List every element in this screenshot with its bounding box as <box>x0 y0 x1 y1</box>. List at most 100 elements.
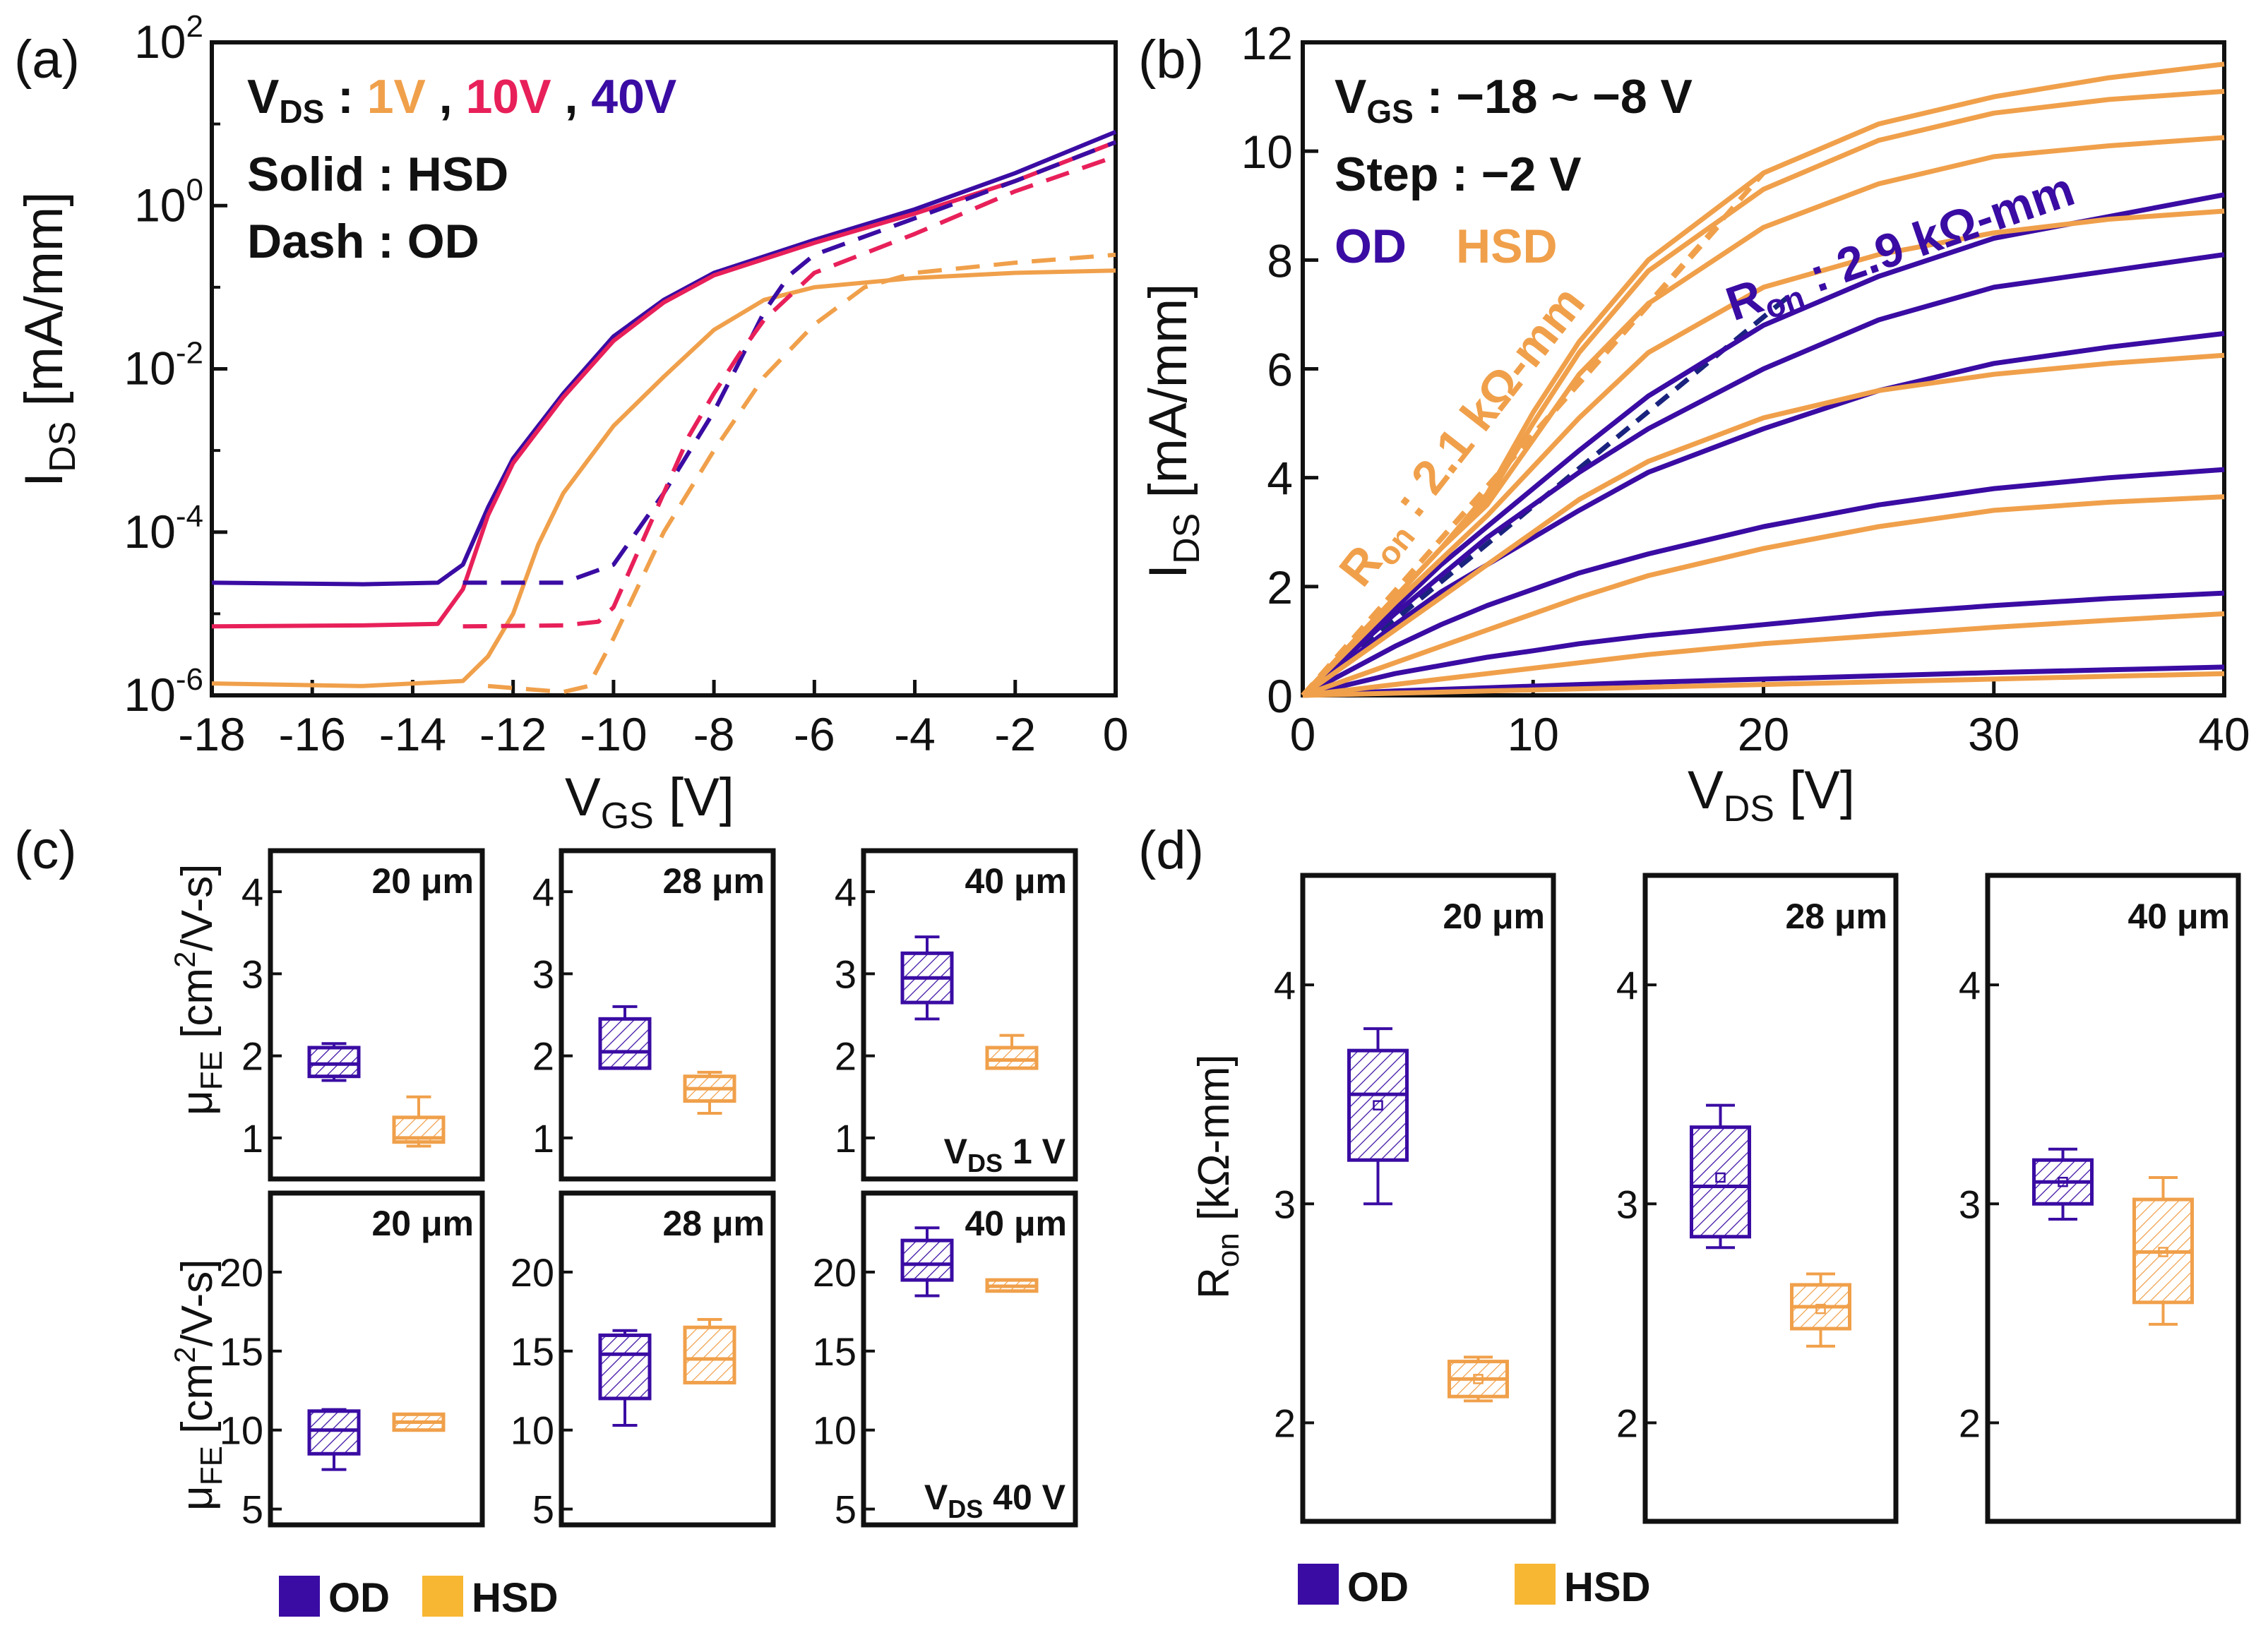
panel-d-subplot-title: 20 μm <box>1443 897 1545 936</box>
panel-a-x-tick-label: -8 <box>693 708 735 760</box>
panel-a-series-line <box>462 154 1116 629</box>
panel-a-x-tick-label: -16 <box>279 708 346 760</box>
panel-c-subplot-box-hsd <box>683 1325 736 1385</box>
panel-d-legend-hsd: HSD <box>1564 1564 1650 1610</box>
panel-c-subplot-y-tick-label: 4 <box>532 870 554 914</box>
panel-b-ylabel: IDS [mA/mm] <box>1138 284 1207 579</box>
panel-b-od-key: OD <box>1335 220 1407 273</box>
panel-a: (a) -18 -16 -14 -12 -10 -8 -6 -4 -2 0 10-610-410-… <box>14 9 1128 837</box>
panel-d-subplot-mean-marker <box>1815 1303 1826 1314</box>
panel-d-legend-od: OD <box>1347 1564 1409 1610</box>
panel-a-ylabel: IDS [mA/mm] <box>14 192 83 487</box>
panel-c-ylabel-top: μFE [cm2/V-s] <box>168 864 229 1115</box>
panel-b-series-line <box>1302 590 2225 698</box>
panel-b-series-line <box>1301 208 2225 697</box>
panel-c-subplot-y-tick-label: 15 <box>813 1329 857 1374</box>
panel-a-frame <box>210 40 1118 697</box>
panel-b-hsd-key: HSD <box>1456 220 1558 273</box>
panel-c-subplot-y-tick-label: 4 <box>241 870 263 914</box>
panel-a-annotation: VDS : 1V , 10V , 40V Solid : HSD Dash : … <box>247 70 676 268</box>
panel-a-y-tick-label: 102 <box>134 9 203 68</box>
panel-d-subplot-y-tick-label: 3 <box>1616 1182 1638 1226</box>
panel-d-subplot-mean-marker <box>1373 1100 1383 1110</box>
panel-b-series-line <box>1302 611 2225 698</box>
panel-c-subplot-y-tick-label: 20 <box>511 1250 554 1295</box>
panel-a-series-line <box>211 140 1117 629</box>
panel-c-subplot-y-tick-label: 3 <box>241 952 263 996</box>
panel-c-subplot-top-3: 1 2 3 4 40 μm VDS 1 V <box>835 848 1078 1182</box>
panel-c-subplot-bot-2: 5 10 15 20 28 μm <box>511 1190 776 1532</box>
panel-b-vgs-note: VGS : −18 ~ −8 V <box>1335 70 1693 130</box>
panel-c-ylabel-bottom: μFE [cm2/V-s] <box>168 1259 229 1511</box>
panel-b-x-tick-label: 40 <box>2198 708 2250 760</box>
panel-b-y-tick-label: 12 <box>1241 17 1293 69</box>
panel-d-subplot-frame <box>1985 873 2241 1524</box>
panel-d-legend-od-swatch <box>1298 1564 1339 1605</box>
panel-c-subplot-y-tick-label: 5 <box>241 1487 263 1532</box>
panel-d-subplot-y-tick-label: 2 <box>1959 1401 1981 1445</box>
panel-b-series-line <box>1301 252 2225 697</box>
panel-b-y-tick-label: 6 <box>1267 344 1293 396</box>
panel-d-subplot-title: 40 μm <box>2127 897 2230 936</box>
panel-c-subplot-vds-note: VDS 1 V <box>944 1132 1066 1178</box>
panel-b-y-tick-label: 10 <box>1241 126 1293 178</box>
panel-d-subplot-mean-marker <box>2058 1176 2068 1187</box>
panel-d-legend-hsd-swatch <box>1515 1564 1556 1605</box>
panel-a-x-tick-label: -18 <box>178 708 245 760</box>
panel-c-subplot-top-2: 1 2 3 4 28 μm <box>532 848 776 1182</box>
panel-c-subplot-title: 40 μm <box>965 1204 1067 1243</box>
panel-c-subplot-y-tick-label: 2 <box>241 1034 263 1079</box>
panel-c-subplot-frame <box>861 1190 1078 1528</box>
panel-a-x-tick-label: -10 <box>580 708 647 760</box>
panel-c-subplots: 1 2 3 4 20 μm 1 2 3 4 28 μm 1 2 3 4 40 μm VDS 1 V 5 10 15 2… <box>220 848 1078 1532</box>
panel-d-subplot-frame <box>1300 873 1556 1524</box>
panel-b-x-tick-label: 10 <box>1508 708 1559 760</box>
panel-d-subplots: 2 3 4 20 μm 2 3 4 28 μm 2 3 4 40 μm <box>1274 873 2241 1524</box>
panel-c-subplot-box-od <box>307 1409 361 1456</box>
panel-a-y-tick-label: 10-2 <box>124 336 203 395</box>
panel-c-subplot-y-tick-label: 20 <box>813 1250 857 1295</box>
panel-c-subplot-frame <box>559 1190 776 1528</box>
panel-b-x-tick-label: 20 <box>1738 708 1789 760</box>
panel-b-series-line <box>1301 352 2225 697</box>
panel-c-subplot-y-tick-label: 5 <box>532 1487 554 1532</box>
panel-d-ylabel: Ron [kΩ-mm] <box>1190 1054 1246 1299</box>
panel-a-x-tick-label: 0 <box>1103 708 1129 760</box>
panel-d-subplot-y-tick-label: 4 <box>1274 963 1296 1007</box>
panel-a-dash-note: Dash : OD <box>247 215 479 268</box>
panel-c-subplot-bot-1: 5 10 15 20 20 μm <box>220 1190 485 1532</box>
panel-d-subplot-3: 2 3 4 40 μm <box>1959 873 2241 1524</box>
panel-d-subplot-y-tick-label: 3 <box>1274 1182 1296 1226</box>
panel-a-vds-line: VDS : 1V , 10V , 40V <box>247 70 676 130</box>
panel-c-subplot-title: 40 μm <box>965 861 1067 901</box>
panel-b-series-line <box>1302 671 2225 698</box>
panel-a-series-line <box>462 140 1117 585</box>
panel-a-label: (a) <box>14 30 80 90</box>
panel-b: (b) 0 10 20 30 40 0 2 4 6 8 10 12 VDS [V] IDS [mA/… <box>1138 17 2250 830</box>
panel-d-subplot-y-tick-label: 4 <box>1616 963 1638 1007</box>
panel-c-subplot-frame <box>268 1190 485 1528</box>
panel-a-x-tick-label: -2 <box>994 708 1036 760</box>
panel-b-y-tick-label: 0 <box>1267 670 1293 722</box>
panel-a-x-tick-label: -4 <box>894 708 936 760</box>
panel-c-subplot-box-hsd <box>985 1046 1039 1070</box>
panel-a-x-tick-label: -12 <box>479 708 547 760</box>
panel-c-subplot-frame <box>861 848 1078 1182</box>
panel-c-subplot-y-tick-label: 10 <box>511 1408 554 1453</box>
panel-c-subplot-title: 20 μm <box>371 861 474 901</box>
panel-a-solid-note: Solid : HSD <box>247 148 508 201</box>
panel-d-subplot-y-tick-label: 3 <box>1959 1182 1981 1226</box>
panel-c-subplot-y-tick-label: 2 <box>835 1034 857 1079</box>
panel-d-subplot-mean-marker <box>1715 1172 1726 1183</box>
panel-b-y-tick-label: 2 <box>1267 561 1293 613</box>
panel-d-subplot-y-tick-label: 4 <box>1959 963 1981 1007</box>
panel-b-x-tick-label: 30 <box>1968 708 2019 760</box>
panel-a-series-line <box>211 130 1117 587</box>
panel-d-subplot-box-od <box>1347 1048 1409 1162</box>
panel-c-subplot-box-od <box>307 1046 361 1079</box>
panel-c-subplot-y-tick-label: 10 <box>813 1408 857 1453</box>
panel-c-subplot-y-tick-label: 5 <box>835 1487 857 1532</box>
panel-c-subplot-y-tick-label: 1 <box>241 1116 263 1161</box>
panel-a-x-ticks: -18 -16 -14 -12 -10 -8 -6 -4 -2 0 <box>178 680 1128 760</box>
